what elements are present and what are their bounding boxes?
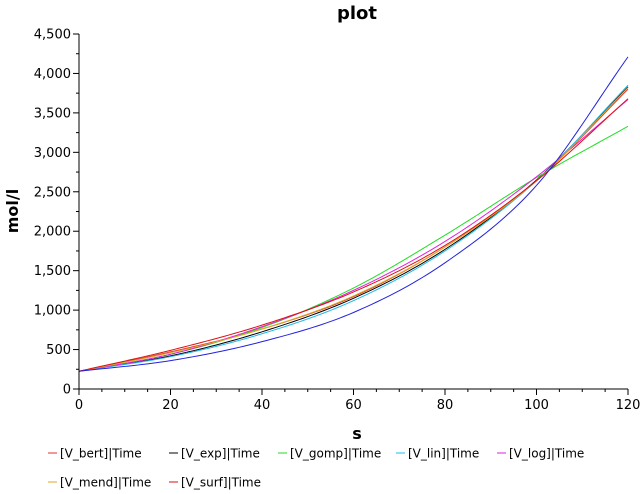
y-tick-label: 4,000 bbox=[34, 67, 71, 82]
series-line-v-bert-time bbox=[78, 88, 629, 372]
y-tick-label: 3,000 bbox=[34, 146, 71, 161]
x-tick-label: 100 bbox=[524, 398, 549, 413]
series-line-v-surf-time bbox=[78, 98, 629, 372]
legend-entry: [V_lin]|Time bbox=[408, 447, 479, 461]
y-tick-label: 500 bbox=[46, 343, 71, 358]
x-tick-label: 0 bbox=[75, 398, 83, 413]
legend-entry: [V_gomp]|Time bbox=[290, 447, 381, 461]
legend-entry: [V_bert]|Time bbox=[60, 447, 142, 461]
x-tick-label: 120 bbox=[616, 398, 640, 413]
x-tick-label: 60 bbox=[345, 398, 362, 413]
legend: [V_bert]|Time [V_exp]|Time [V_gomp]|Time [V… bbox=[48, 447, 584, 490]
y-tick-label: 0 bbox=[63, 383, 71, 398]
series-line-v-exp-time bbox=[78, 86, 629, 372]
series-line-unlabeled bbox=[78, 56, 629, 372]
y-tick-label: 4,500 bbox=[34, 28, 71, 43]
y-tick-label: 1,000 bbox=[34, 304, 71, 319]
x-tick-label: 80 bbox=[437, 398, 454, 413]
series-line-v-lin-time bbox=[78, 84, 629, 372]
chart-title: plot bbox=[337, 3, 377, 24]
y-tick-label: 2,000 bbox=[34, 225, 71, 240]
series-line-v-mend-time bbox=[78, 87, 629, 372]
legend-entry: [V_mend]|Time bbox=[60, 476, 151, 490]
series-line-v-gomp-time bbox=[78, 125, 629, 372]
x-tick-label: 20 bbox=[162, 398, 179, 413]
legend-entry: [V_exp]|Time bbox=[181, 447, 260, 461]
legend-entry: [V_log]|Time bbox=[509, 447, 584, 461]
series-line-v-log-time bbox=[78, 99, 629, 372]
y-tick-label: 1,500 bbox=[34, 264, 71, 279]
axis-ticks: 0 500 1,000 1,500 2,000 2,500 3,000 3,500 4,000 4… bbox=[34, 28, 640, 414]
y-tick-label: 2,500 bbox=[34, 185, 71, 200]
legend-entry: [V_surf]|Time bbox=[181, 476, 261, 490]
x-axis-label: s bbox=[352, 424, 362, 443]
x-tick-label: 40 bbox=[254, 398, 271, 413]
y-tick-label: 3,500 bbox=[34, 106, 71, 121]
series-lines bbox=[78, 56, 629, 372]
y-axis-label: mol/l bbox=[3, 189, 22, 233]
